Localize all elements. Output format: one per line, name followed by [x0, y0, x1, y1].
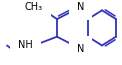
- Text: CH₃: CH₃: [25, 2, 43, 12]
- Text: N: N: [77, 2, 84, 12]
- Text: N: N: [77, 44, 84, 53]
- Text: NH: NH: [18, 40, 33, 50]
